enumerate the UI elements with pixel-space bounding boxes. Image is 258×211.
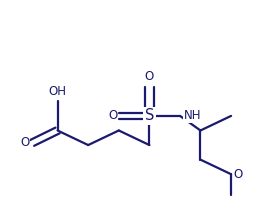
- Text: O: O: [108, 110, 117, 122]
- Text: NH: NH: [184, 110, 201, 122]
- Text: OH: OH: [49, 85, 67, 98]
- Text: S: S: [145, 108, 154, 123]
- Text: O: O: [145, 70, 154, 83]
- Text: O: O: [20, 137, 29, 149]
- Text: O: O: [234, 168, 243, 181]
